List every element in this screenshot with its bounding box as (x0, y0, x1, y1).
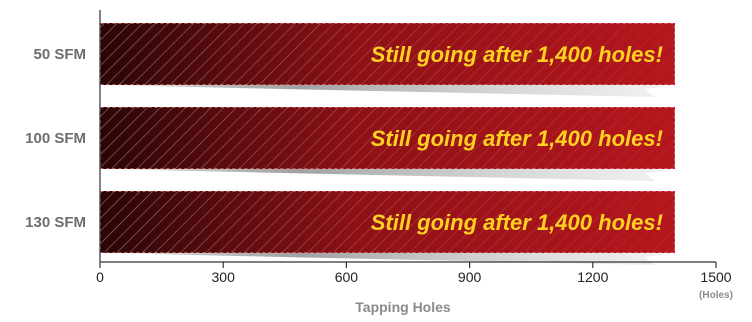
x-tick-label: 300 (212, 269, 236, 285)
bar-annotation: Still going after 1,400 holes! (371, 126, 663, 151)
bar-group: Still going after 1,400 holes! (100, 191, 675, 265)
bars: Still going after 1,400 holes! Still goin… (100, 23, 675, 265)
x-axis-title: Tapping Holes (355, 299, 451, 315)
bar-hatch (100, 191, 675, 253)
x-axis-unit: (Holes) (699, 290, 733, 301)
x-tick-label: 900 (458, 269, 482, 285)
category-labels: 50 SFM 100 SFM 130 SFM (25, 46, 86, 231)
x-tick-label: 600 (335, 269, 359, 285)
bar-annotation: Still going after 1,400 holes! (371, 42, 663, 67)
x-tick-label: 1500 (700, 269, 731, 285)
bar-shadow (100, 85, 675, 97)
bar-group: Still going after 1,400 holes! (100, 23, 675, 97)
category-label: 100 SFM (25, 130, 86, 147)
bar-annotation: Still going after 1,400 holes! (371, 210, 663, 235)
category-label: 130 SFM (25, 214, 86, 231)
x-tick-label: 1200 (577, 269, 608, 285)
category-label: 50 SFM (33, 46, 86, 63)
bar-hatch (100, 107, 675, 169)
bar-shadow (100, 253, 675, 265)
bar-shadow (100, 169, 675, 181)
x-axis-ticks: 0 300 600 900 1200 1500 (96, 262, 732, 285)
bar-hatch (100, 23, 675, 85)
bar-group: Still going after 1,400 holes! (100, 107, 675, 181)
x-tick-label: 0 (96, 269, 104, 285)
